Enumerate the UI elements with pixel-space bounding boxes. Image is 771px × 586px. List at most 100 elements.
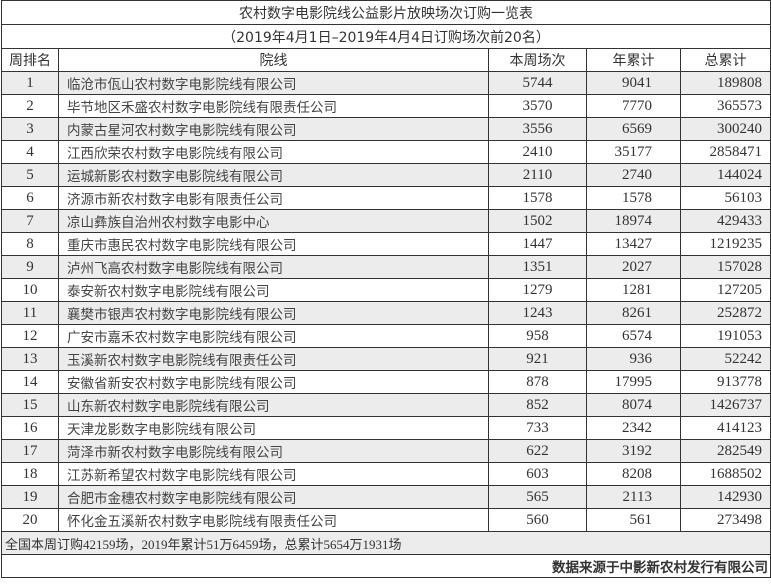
header-rank: 周排名 xyxy=(1,48,59,72)
rank-cell: 6 xyxy=(1,186,59,210)
circuit-cell: 合肥市金穗农村数字电影院线有限公司 xyxy=(58,485,489,509)
year-cell: 1578 xyxy=(586,186,681,210)
rank-cell: 2 xyxy=(1,94,59,118)
total-cell: 252872 xyxy=(680,301,771,325)
rank-cell: 17 xyxy=(1,439,59,463)
table-row: 19 合肥市金穗农村数字电影院线有限公司 565 2113 142930 xyxy=(1,485,771,509)
year-cell: 2342 xyxy=(586,416,681,440)
rank-cell: 9 xyxy=(1,255,59,279)
table-row: 2 毕节地区禾盛农村数字电影院线有限责任公司 3570 7770 365573 xyxy=(1,94,771,118)
rank-cell: 4 xyxy=(1,140,59,164)
circuit-cell: 重庆市惠民农村数字电影院线有限公司 xyxy=(58,232,489,256)
total-cell: 157028 xyxy=(680,255,771,279)
rank-cell: 7 xyxy=(1,209,59,233)
week-cell: 958 xyxy=(488,324,587,348)
table-row: 9 泸州飞高农村数字电影院线有限公司 1351 2027 157028 xyxy=(1,255,771,279)
week-cell: 733 xyxy=(488,416,587,440)
total-cell: 56103 xyxy=(680,186,771,210)
rank-cell: 8 xyxy=(1,232,59,256)
total-cell: 300240 xyxy=(680,117,771,141)
rank-cell: 16 xyxy=(1,416,59,440)
table-row: 5 运城新影农村数字电影院线有限公司 2110 2740 144024 xyxy=(1,163,771,187)
circuit-cell: 天津龙影数字电影院线有限公司 xyxy=(58,416,489,440)
year-cell: 13427 xyxy=(586,232,681,256)
year-cell: 561 xyxy=(586,508,681,532)
circuit-cell: 内蒙古星河农村数字电影院线有限公司 xyxy=(58,117,489,141)
total-cell: 142930 xyxy=(680,485,771,509)
year-cell: 2740 xyxy=(586,163,681,187)
week-cell: 921 xyxy=(488,347,587,371)
rank-cell: 13 xyxy=(1,347,59,371)
table-row: 7 凉山彝族自治州农村数字电影中心 1502 18974 429433 xyxy=(1,209,771,233)
table-row: 13 玉溪新农村数字电影院线有限责任公司 921 936 52242 xyxy=(1,347,771,371)
total-cell: 429433 xyxy=(680,209,771,233)
circuit-cell: 广安市嘉禾农村数字电影院线有限公司 xyxy=(58,324,489,348)
year-cell: 35177 xyxy=(586,140,681,164)
year-cell: 6574 xyxy=(586,324,681,348)
week-cell: 5744 xyxy=(488,71,587,95)
total-cell: 273498 xyxy=(680,508,771,532)
week-cell: 3556 xyxy=(488,117,587,141)
table-row: 15 山东新农村数字电影院线有限公司 852 8074 1426737 xyxy=(1,393,771,417)
total-cell: 144024 xyxy=(680,163,771,187)
total-cell: 2858471 xyxy=(680,140,771,164)
header-circuit: 院线 xyxy=(58,48,489,72)
table-row: 10 泰安新农村数字电影院线有限公司 1279 1281 127205 xyxy=(1,278,771,302)
rank-cell: 3 xyxy=(1,117,59,141)
year-cell: 2113 xyxy=(586,485,681,509)
total-cell: 365573 xyxy=(680,94,771,118)
table-row: 14 安徽省新安农村数字电影院线有限公司 878 17995 913778 xyxy=(1,370,771,394)
circuit-cell: 玉溪新农村数字电影院线有限责任公司 xyxy=(58,347,489,371)
rank-cell: 5 xyxy=(1,163,59,187)
circuit-cell: 怀化金五溪新农村数字电影院线有限责任公司 xyxy=(58,508,489,532)
year-cell: 8208 xyxy=(586,462,681,486)
table-row: 12 广安市嘉禾农村数字电影院线有限公司 958 6574 191053 xyxy=(1,324,771,348)
year-cell: 6569 xyxy=(586,117,681,141)
week-cell: 2410 xyxy=(488,140,587,164)
table-title: 农村数字电影院线公益影片放映场次订购一览表 xyxy=(1,0,771,25)
table-row: 4 江西欣荣农村数字电影院线有限公司 2410 35177 2858471 xyxy=(1,140,771,164)
total-cell: 1219235 xyxy=(680,232,771,256)
total-cell: 913778 xyxy=(680,370,771,394)
week-cell: 852 xyxy=(488,393,587,417)
week-cell: 3570 xyxy=(488,94,587,118)
week-cell: 1502 xyxy=(488,209,587,233)
total-cell: 1688502 xyxy=(680,462,771,486)
year-cell: 1281 xyxy=(586,278,681,302)
week-cell: 565 xyxy=(488,485,587,509)
circuit-cell: 安徽省新安农村数字电影院线有限公司 xyxy=(58,370,489,394)
circuit-cell: 江西欣荣农村数字电影院线有限公司 xyxy=(58,140,489,164)
week-cell: 878 xyxy=(488,370,587,394)
year-cell: 7770 xyxy=(586,94,681,118)
total-cell: 282549 xyxy=(680,439,771,463)
week-cell: 622 xyxy=(488,439,587,463)
rank-cell: 15 xyxy=(1,393,59,417)
week-cell: 560 xyxy=(488,508,587,532)
header-row: 周排名 院线 本周场次 年累计 总累计 xyxy=(1,48,771,72)
circuit-cell: 江苏新希望农村数字电影院线有限公司 xyxy=(58,462,489,486)
week-cell: 1351 xyxy=(488,255,587,279)
header-total: 总累计 xyxy=(680,48,771,72)
week-cell: 1447 xyxy=(488,232,587,256)
circuit-cell: 济源市新农村数字电影有限责任公司 xyxy=(58,186,489,210)
rank-cell: 14 xyxy=(1,370,59,394)
total-cell: 191053 xyxy=(680,324,771,348)
year-cell: 2027 xyxy=(586,255,681,279)
rank-cell: 12 xyxy=(1,324,59,348)
year-cell: 8074 xyxy=(586,393,681,417)
circuit-cell: 临沧市佤山农村数字电影院线有限公司 xyxy=(58,71,489,95)
total-cell: 1426737 xyxy=(680,393,771,417)
circuit-cell: 泸州飞高农村数字电影院线有限公司 xyxy=(58,255,489,279)
rank-cell: 18 xyxy=(1,462,59,486)
week-cell: 1243 xyxy=(488,301,587,325)
circuit-cell: 毕节地区禾盛农村数字电影院线有限责任公司 xyxy=(58,94,489,118)
table-row: 16 天津龙影数字电影院线有限公司 733 2342 414123 xyxy=(1,416,771,440)
table-row: 11 襄樊市银声农村数字电影院线有限公司 1243 8261 252872 xyxy=(1,301,771,325)
circuit-cell: 山东新农村数字电影院线有限公司 xyxy=(58,393,489,417)
table-row: 8 重庆市惠民农村数字电影院线有限公司 1447 13427 1219235 xyxy=(1,232,771,256)
circuit-cell: 凉山彝族自治州农村数字电影中心 xyxy=(58,209,489,233)
year-cell: 8261 xyxy=(586,301,681,325)
week-cell: 1578 xyxy=(488,186,587,210)
